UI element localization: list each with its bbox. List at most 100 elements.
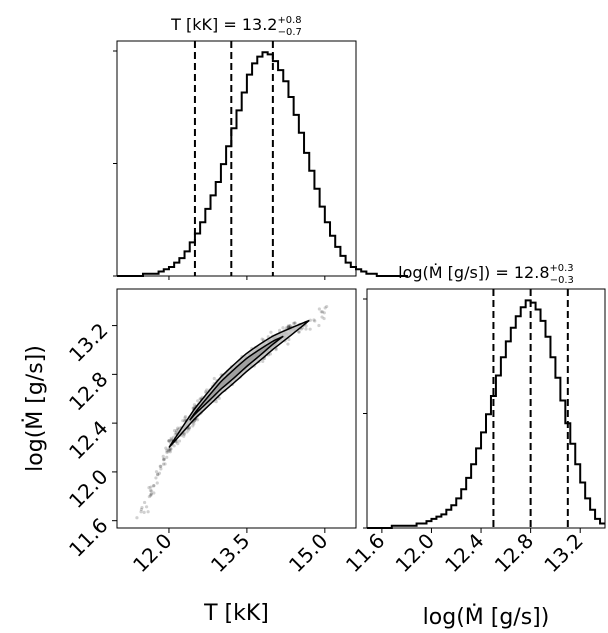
panel-title: log(Ṁ [g/s]) = 12.8+0.3 −0.3	[398, 263, 574, 286]
y-tick-label: 12.0	[64, 464, 112, 512]
scatter-point	[319, 310, 323, 314]
x-tick-label: 12.8	[490, 529, 538, 577]
x-tick-label: 12.0	[128, 529, 176, 577]
scatter-point	[156, 473, 160, 477]
scatter-point	[308, 327, 312, 331]
scatter-point	[185, 430, 189, 434]
y-tick-label: 12.4	[64, 416, 112, 464]
scatter-point	[177, 439, 182, 443]
scatter-point	[312, 318, 316, 322]
scatter-point	[155, 472, 160, 476]
scatter-point	[323, 306, 327, 310]
axes-frame	[116, 40, 357, 277]
scatter-point	[172, 444, 176, 448]
scatter-point	[149, 494, 153, 498]
scatter-point	[167, 447, 172, 451]
scatter-point	[274, 348, 278, 352]
scatter-point	[146, 510, 150, 514]
scatter-point	[320, 315, 324, 319]
scatter-point	[162, 457, 166, 461]
scatter-point	[287, 337, 291, 342]
scatter-point	[163, 462, 167, 466]
scatter-point	[284, 326, 288, 330]
scatter-point	[288, 324, 292, 328]
scatter-point	[182, 434, 186, 438]
scatter-point	[293, 321, 297, 325]
scatter-point	[168, 447, 173, 451]
scatter-point	[288, 324, 292, 328]
scatter-point	[181, 419, 185, 423]
scatter-point	[165, 448, 169, 452]
scatter-point	[169, 438, 174, 442]
scatter-point	[188, 425, 192, 430]
scatter-point	[268, 352, 273, 356]
scatter-point	[139, 510, 143, 514]
scatter-point	[169, 447, 173, 451]
scatter-point	[149, 489, 154, 493]
scatter-point	[161, 462, 166, 466]
scatter-point	[147, 486, 151, 490]
scatter-point	[195, 418, 200, 422]
axes-frame	[116, 288, 357, 529]
scatter-point	[152, 483, 156, 488]
scatter-point	[149, 492, 153, 496]
scatter-point	[286, 324, 291, 328]
scatter-point	[214, 400, 218, 404]
scatter-point	[176, 427, 180, 432]
scatter-point	[260, 337, 264, 341]
scatter-point	[161, 454, 165, 458]
scatter-point	[147, 494, 151, 499]
x-tick-label: 12.0	[391, 529, 439, 577]
scatter-point	[159, 467, 163, 471]
scatter-point	[322, 316, 326, 321]
contour-2sigma	[168, 319, 310, 449]
scatter-point	[313, 319, 317, 323]
scatter-point	[167, 439, 171, 443]
scatter-point	[287, 325, 291, 329]
scatter-point	[187, 428, 191, 432]
scatter-point	[183, 414, 188, 419]
scatter-point	[175, 429, 179, 433]
scatter-point	[159, 464, 163, 469]
scatter-point	[144, 505, 149, 509]
scatter-point	[182, 432, 186, 436]
panel-title: T [kK] = 13.2+0.8 −0.7	[170, 15, 302, 38]
scatter-point	[187, 426, 191, 430]
histogram-step-line	[117, 51, 408, 277]
scatter-point	[166, 448, 171, 452]
scatter-point	[304, 327, 308, 331]
x-axis-label: T [kK]	[203, 601, 269, 626]
scatter-point	[143, 500, 147, 505]
scatter-point	[167, 439, 171, 443]
scatter-point	[196, 399, 200, 403]
scatter-point	[281, 326, 285, 330]
scatter-point	[162, 458, 166, 462]
scatter-point	[297, 330, 301, 334]
scatter-point	[212, 376, 216, 381]
scatter-point	[320, 310, 325, 314]
x-tick-label: 13.5	[206, 529, 254, 577]
y-tick-label: 11.6	[64, 513, 112, 561]
scatter-point	[168, 449, 172, 453]
scatter-point	[158, 464, 162, 468]
scatter-point	[304, 324, 308, 328]
scatter-point	[154, 470, 159, 474]
scatter-point	[176, 426, 180, 430]
x-axis-label: log(Ṁ [g/s])	[423, 604, 550, 630]
scatter-point	[172, 429, 177, 433]
scatter-point	[277, 328, 282, 332]
scatter-point	[148, 488, 153, 493]
scatter-point	[198, 397, 202, 401]
scatter-point	[169, 436, 173, 440]
scatter-point	[293, 321, 297, 325]
scatter-point	[204, 390, 208, 394]
scatter-point	[183, 416, 187, 420]
scatter-point	[165, 450, 169, 454]
x-tick-label: 11.6	[341, 529, 389, 577]
scatter-point	[167, 439, 171, 443]
scatter-point	[286, 342, 290, 346]
scatter-point	[205, 388, 209, 392]
scatter-point	[322, 311, 326, 315]
scatter-point	[164, 446, 168, 450]
